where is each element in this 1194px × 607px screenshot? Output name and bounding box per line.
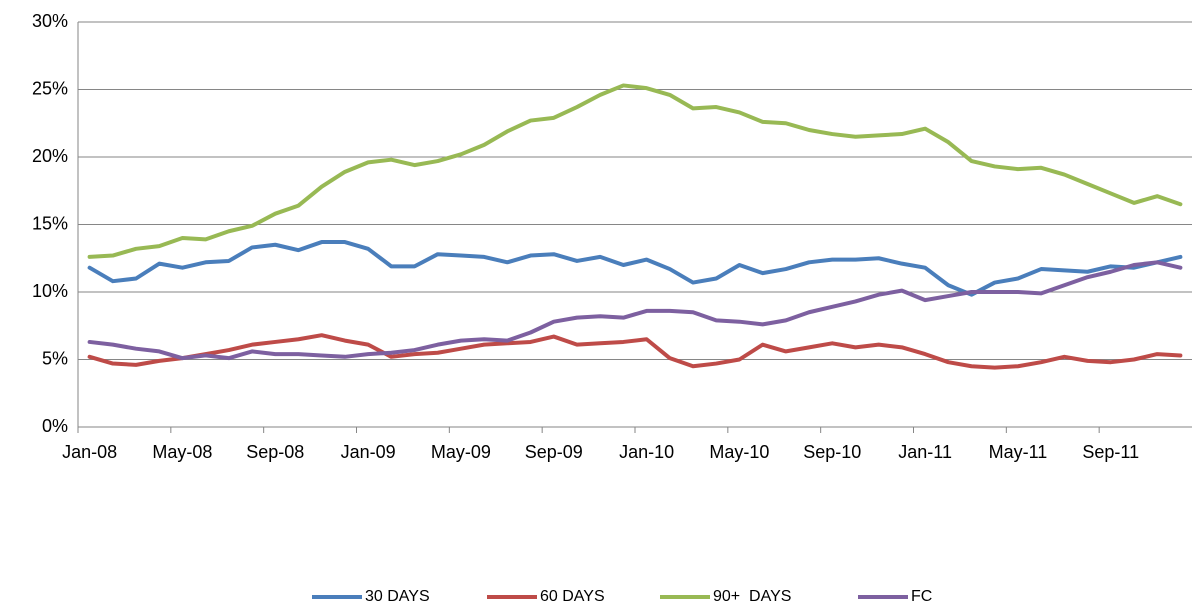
x-tick-label: Jan-08 (62, 442, 117, 462)
y-tick-label: 5% (42, 348, 68, 368)
x-tick-label: Sep-09 (525, 442, 583, 462)
series-line (87, 333, 1183, 370)
x-tick-label: Jan-09 (341, 442, 396, 462)
x-tick-label: May-09 (431, 442, 491, 462)
series-line (87, 240, 1183, 297)
legend-label: 60 DAYS (540, 588, 605, 605)
y-tick-label: 20% (32, 146, 68, 166)
y-tick-label: 10% (32, 281, 68, 301)
y-tick-label: 15% (32, 213, 68, 233)
series-line (87, 83, 1183, 259)
x-tick-label: Sep-08 (246, 442, 304, 462)
x-tick-label: Jan-11 (898, 442, 952, 462)
legend-label: 90+ DAYS (713, 588, 791, 605)
legend-label: FC (911, 588, 932, 605)
x-tick-label: Sep-11 (1082, 442, 1139, 462)
y-tick-label: 0% (42, 416, 68, 436)
x-tick-label: Jan-10 (619, 442, 674, 462)
legend-label: 30 DAYS (365, 588, 430, 605)
series-line (87, 260, 1183, 361)
x-tick-label: May-11 (989, 442, 1048, 462)
x-tick-label: Sep-10 (803, 442, 861, 462)
x-tick-label: May-08 (152, 442, 212, 462)
y-tick-label: 25% (32, 78, 68, 98)
x-tick-label: May-10 (709, 442, 769, 462)
y-tick-label: 30% (32, 11, 68, 31)
